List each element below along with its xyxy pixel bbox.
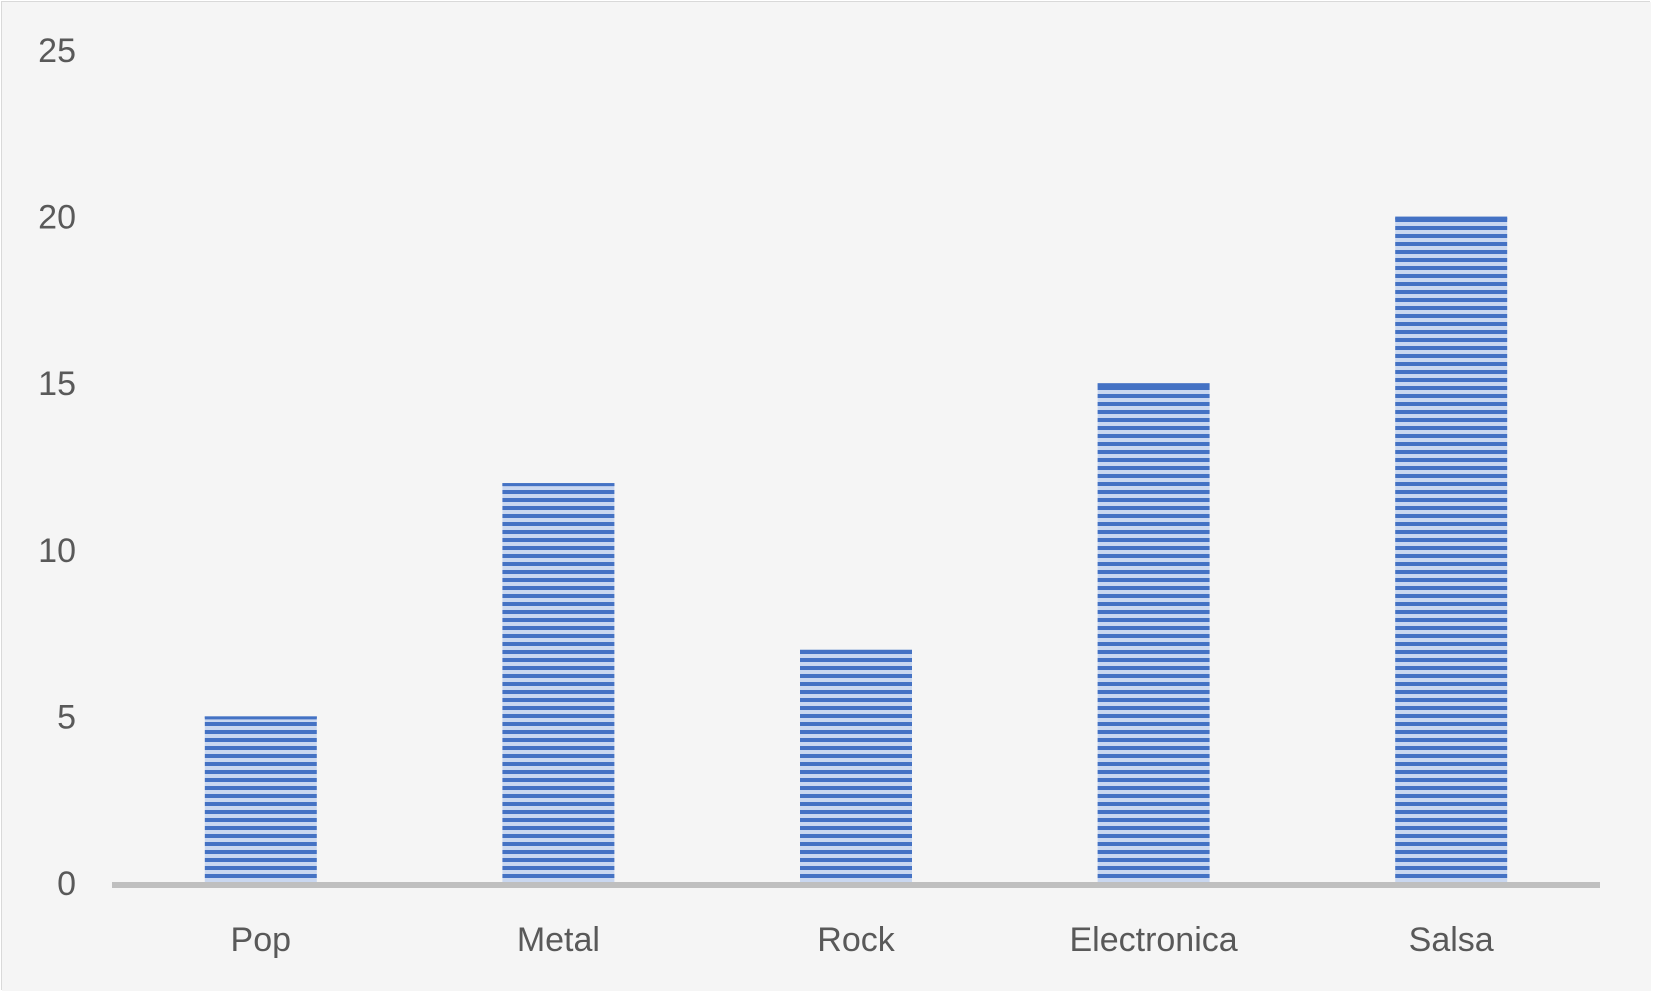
bar-rock (800, 649, 912, 883)
bar-top-edge (204, 716, 317, 720)
y-tick-label: 5 (57, 698, 76, 736)
x-tick-label: Pop (231, 921, 292, 959)
bar-electronica (1097, 383, 1210, 883)
y-axis-ticks: 0 5 10 15 20 25 (38, 32, 76, 903)
x-tick-label: Rock (817, 921, 895, 959)
bars-layer (204, 216, 1508, 884)
x-axis-ticks: Pop Metal Rock Electronica Salsa (231, 921, 1494, 959)
y-tick-label: 15 (38, 365, 76, 403)
bar-top-edge (1395, 216, 1508, 220)
x-tick-label: Metal (517, 921, 600, 959)
x-tick-label: Salsa (1409, 921, 1494, 959)
y-tick-label: 10 (38, 532, 76, 570)
bar-top-edge (502, 483, 615, 487)
bar-top-edge (800, 649, 912, 653)
bar-metal (502, 483, 615, 883)
y-tick-label: 20 (38, 199, 76, 237)
x-tick-label: Electronica (1069, 921, 1237, 959)
y-tick-label: 25 (38, 32, 76, 70)
bar-salsa (1395, 216, 1508, 884)
y-tick-label: 0 (57, 865, 76, 903)
bar-pop (204, 716, 317, 883)
bar-top-edge (1097, 383, 1210, 387)
